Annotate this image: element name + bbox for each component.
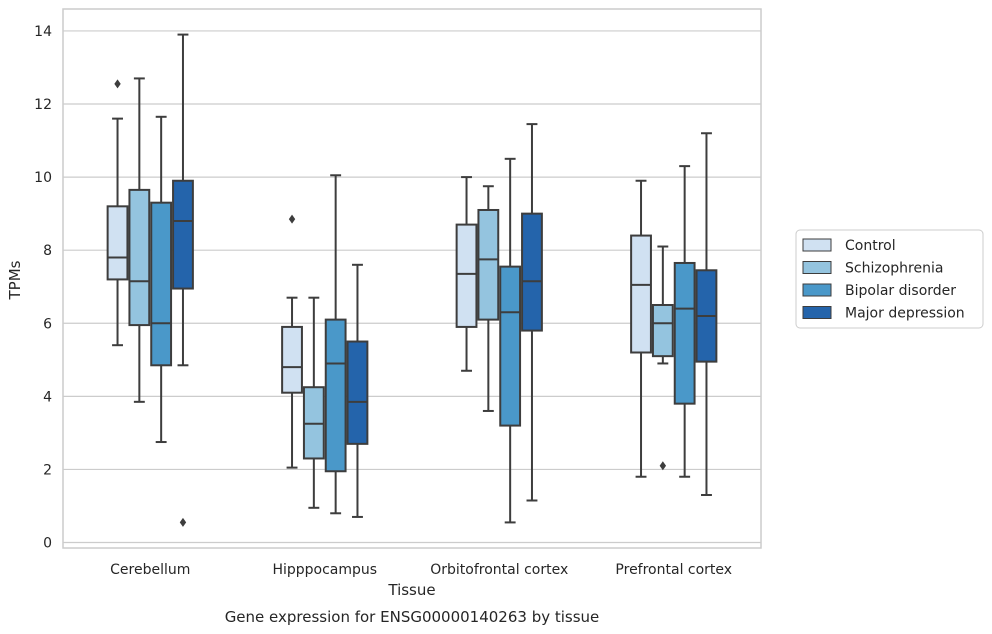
legend-swatch xyxy=(802,283,832,297)
y-tick-label: 2 xyxy=(43,462,52,478)
y-axis-label: TPMs xyxy=(6,260,24,300)
x-tick-label: Orbitofrontal cortex xyxy=(430,562,568,578)
x-tick-label: Hipppocampus xyxy=(272,562,377,578)
legend-label: Major depression xyxy=(845,306,965,322)
legend-item: Bipolar disorder xyxy=(802,283,956,299)
iqr-box xyxy=(673,261,696,405)
iqr-box xyxy=(324,318,347,473)
box-element xyxy=(150,115,173,444)
box-element xyxy=(673,165,696,478)
box-element xyxy=(630,179,652,478)
chart-caption: Gene expression for ENSG00000140263 by t… xyxy=(225,608,600,626)
box-element xyxy=(106,79,129,347)
y-tick-label: 8 xyxy=(43,243,52,259)
outlier-point xyxy=(288,214,296,224)
legend-label: Schizophrenia xyxy=(845,261,943,277)
x-tick-labels: Cerebellum Hipppocampus Orbitofrontal cort… xyxy=(110,562,732,578)
plot-frame xyxy=(62,8,762,549)
outlier-point xyxy=(179,517,187,527)
box-element xyxy=(346,263,369,518)
legend-label: Bipolar disorder xyxy=(845,283,956,299)
box-element xyxy=(128,77,151,403)
iqr-box xyxy=(128,188,151,327)
boxes-layer xyxy=(106,33,718,527)
iqr-box xyxy=(346,340,369,445)
legend-label: Control xyxy=(845,238,896,254)
legend-swatch xyxy=(802,261,832,274)
box-element xyxy=(499,157,522,524)
outlier-point xyxy=(659,461,667,471)
legend: Control Schizophrenia Bipolar disorder Majo… xyxy=(795,229,984,329)
legend-item: Schizophrenia xyxy=(802,261,943,277)
box-element xyxy=(281,214,303,469)
x-tick-label: Cerebellum xyxy=(110,562,190,578)
iqr-box xyxy=(651,303,674,358)
legend-swatch xyxy=(802,238,832,252)
y-tick-label: 10 xyxy=(34,170,52,186)
iqr-box xyxy=(281,325,303,394)
iqr-box xyxy=(106,205,129,281)
box-element xyxy=(695,132,718,497)
box-element xyxy=(477,185,500,412)
y-tick-label: 14 xyxy=(34,24,52,40)
iqr-box xyxy=(477,208,500,321)
legend-item: Major depression xyxy=(802,306,965,322)
x-tick-label: Prefrontal cortex xyxy=(615,562,732,578)
x-axis-label: Tissue xyxy=(387,581,435,599)
legend-frame xyxy=(795,229,984,329)
y-tick-label: 12 xyxy=(34,97,52,113)
iqr-box xyxy=(172,179,194,290)
legend-item: Control xyxy=(802,238,896,254)
box-element xyxy=(651,245,674,471)
iqr-box xyxy=(455,223,478,328)
iqr-box xyxy=(499,265,522,427)
box-element xyxy=(324,174,347,515)
iqr-box xyxy=(150,201,173,367)
box-element xyxy=(521,123,543,502)
y-tick-label: 6 xyxy=(43,316,52,332)
box-element xyxy=(455,176,478,372)
y-tick-label: 0 xyxy=(43,536,52,552)
y-tick-labels: 0 2 4 6 8 10 12 14 xyxy=(34,24,52,552)
box-element xyxy=(172,33,194,527)
outlier-point xyxy=(114,79,121,89)
box-element xyxy=(302,296,325,509)
y-tick-label: 4 xyxy=(43,389,52,405)
iqr-box xyxy=(521,212,543,332)
legend-swatch xyxy=(802,306,832,319)
iqr-box xyxy=(630,234,652,354)
